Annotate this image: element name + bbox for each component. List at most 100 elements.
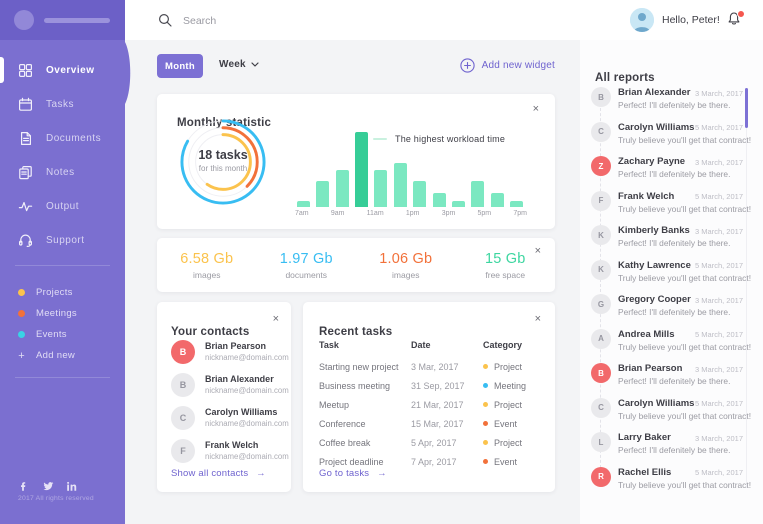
contact-name: Brian Pearson	[205, 341, 267, 351]
sidebar-category-events[interactable]: Events	[0, 324, 125, 345]
report-item[interactable]: B Brian Alexander 3 March, 2017 Perfect! I'…	[591, 86, 743, 121]
report-date: 5 March, 2017	[695, 399, 743, 408]
report-item[interactable]: C Carolyn Williams 5 March, 2017 Truly beli…	[591, 121, 751, 156]
sidebar-category-meetings[interactable]: Meetings	[0, 303, 125, 324]
add-widget-button[interactable]: Add new widget	[459, 58, 555, 73]
report-date: 5 March, 2017	[695, 192, 743, 201]
table-row[interactable]: Project deadline 7 Apr, 2017 Event	[319, 452, 541, 471]
task-category: Project	[483, 400, 541, 410]
avatar: B	[171, 340, 195, 364]
report-message: Perfect! I'll defenitely be there.	[618, 376, 731, 386]
show-all-contacts-link[interactable]: Show all contacts →	[171, 468, 266, 479]
close-icon[interactable]: ×	[272, 313, 279, 325]
sidebar-category-projects[interactable]: Projects	[0, 282, 125, 303]
facebook-icon[interactable]	[18, 479, 29, 491]
storage-stats-card: × 6.58 Gb images 1.97 Gb documents 1.06 Gb im…	[157, 238, 555, 292]
sidebar-item-overview[interactable]: Overview	[0, 53, 125, 87]
task-date: 3 Mar, 2017	[411, 361, 459, 372]
scrollbar-track[interactable]	[746, 88, 747, 488]
user-greeting: Hello, Peter!	[662, 14, 720, 26]
report-message: Perfect! I'll defenitely be there.	[618, 307, 731, 317]
avatar: R	[591, 466, 611, 487]
close-icon[interactable]: ×	[532, 103, 539, 115]
sidebar-item-label: Overview	[46, 64, 95, 76]
sidebar-item-notes[interactable]: Notes	[0, 155, 125, 189]
avatar: C	[171, 406, 195, 430]
user-avatar[interactable]	[630, 8, 654, 32]
linkedin-icon[interactable]	[66, 479, 77, 491]
workload-bar	[413, 181, 427, 207]
table-row[interactable]: Meetup 21 Mar, 2017 Project	[319, 395, 541, 414]
legend-swatch	[373, 138, 387, 140]
chart-legend: The highest workload time	[373, 134, 505, 144]
contact-row[interactable]: F Frank Welch nickname@domain.com	[171, 437, 289, 470]
contact-name: Frank Welch	[205, 440, 259, 450]
report-item[interactable]: G Gregory Cooper 3 March, 2017 Perfect! I'l…	[591, 293, 743, 328]
workload-bar	[335, 170, 349, 207]
report-item[interactable]: K Kathy Lawrence 5 March, 2017 Truly believ…	[591, 259, 751, 294]
category-dot	[483, 421, 488, 426]
donut-caption: for this month	[198, 164, 248, 173]
headset-icon	[18, 233, 33, 248]
report-item[interactable]: B Brian Pearson 3 March, 2017 Perfect! I'll…	[591, 362, 743, 397]
logo-avatar[interactable]	[14, 10, 34, 30]
report-item[interactable]: K Kimberly Banks 3 March, 2017 Perfect! I'l…	[591, 224, 743, 259]
sidebar-item-tasks[interactable]: Tasks	[0, 87, 125, 121]
avatar: Z	[591, 156, 611, 176]
report-author: Carolyn Williams	[618, 121, 695, 133]
avatar: F	[591, 190, 611, 211]
table-row[interactable]: Conference 15 Mar, 2017 Event	[319, 414, 541, 433]
search-icon[interactable]	[158, 13, 172, 27]
contact-row[interactable]: B Brian Pearson nickname@domain.com	[171, 338, 289, 371]
sidebar-item-support[interactable]: Support	[0, 223, 125, 257]
report-author: Brian Pearson	[618, 363, 683, 374]
workload-bar	[509, 201, 523, 207]
report-author: Brian Alexander	[618, 87, 691, 98]
contact-row[interactable]: C Carolyn Williams nickname@domain.com	[171, 404, 289, 437]
axis-tick-label: 11am	[366, 210, 384, 217]
table-row[interactable]: Coffee break 5 Apr, 2017 Project	[319, 433, 541, 452]
task-name: Project deadline	[319, 456, 384, 467]
go-to-tasks-link[interactable]: Go to tasks →	[319, 468, 387, 479]
axis-tick-label: 7pm	[513, 210, 527, 217]
bar-chart-x-axis: 7am 9am 11am 1pm 3pm 5pm 7pm	[295, 210, 527, 217]
social-links	[18, 479, 77, 491]
sidebar-item-documents[interactable]: Documents	[0, 121, 125, 155]
task-category: Meeting	[483, 381, 541, 391]
report-item[interactable]: R Rachel Ellis 5 March, 2017 Truly believe …	[591, 466, 751, 501]
report-item[interactable]: Z Zachary Payne 3 March, 2017 Perfect! I'll…	[591, 155, 743, 190]
report-item[interactable]: L Larry Baker 3 March, 2017 Perfect! I'll d…	[591, 431, 743, 466]
task-date: 7 Apr, 2017	[411, 456, 457, 467]
report-message: Truly believe you'll get that contract!	[618, 341, 752, 352]
close-icon[interactable]: ×	[534, 313, 541, 325]
table-row[interactable]: Business meeting 31 Sep, 2017 Meeting	[319, 376, 541, 395]
storage-stat: 1.06 Gb images	[356, 251, 456, 280]
week-dropdown[interactable]: Week	[219, 59, 259, 70]
donut-center-text: 18 tasks for this month	[179, 148, 267, 173]
report-message: Perfect! I'll defenitely be there.	[618, 445, 731, 455]
report-date: 5 March, 2017	[695, 468, 743, 477]
notification-bell-icon[interactable]	[726, 10, 745, 29]
report-author: Rachel Ellis	[618, 466, 672, 478]
twitter-icon[interactable]	[42, 479, 54, 491]
close-icon[interactable]: ×	[534, 245, 541, 257]
search-input[interactable]	[181, 8, 465, 34]
report-message: Truly believe you'll get that contract!	[618, 272, 752, 283]
report-item[interactable]: F Frank Welch 5 March, 2017 Truly believe y…	[591, 190, 751, 225]
contact-name: Carolyn Williams	[205, 407, 278, 417]
report-message: Truly believe you'll get that contract!	[618, 203, 752, 214]
stat-value: 6.58 Gb	[180, 250, 234, 267]
report-author: Frank Welch	[618, 190, 675, 202]
scrollbar-thumb[interactable]	[745, 88, 748, 128]
logo-placeholder	[44, 18, 110, 23]
report-message: Perfect! I'll defenitely be there.	[618, 100, 731, 110]
table-row[interactable]: Starting new project 3 Mar, 2017 Project	[319, 357, 541, 376]
report-item[interactable]: A Andrea Mills 5 March, 2017 Truly believe …	[591, 328, 751, 363]
sidebar-item-add-new[interactable]: + Add new	[0, 345, 143, 366]
task-date: 31 Sep, 2017	[411, 380, 465, 391]
contact-row[interactable]: B Brian Alexander nickname@domain.com	[171, 371, 289, 404]
report-item[interactable]: C Carolyn Williams 5 March, 2017 Truly beli…	[591, 397, 751, 432]
stat-label: free space	[485, 269, 526, 280]
sidebar-item-output[interactable]: Output	[0, 189, 125, 223]
month-toggle-button[interactable]: Month	[157, 54, 203, 78]
